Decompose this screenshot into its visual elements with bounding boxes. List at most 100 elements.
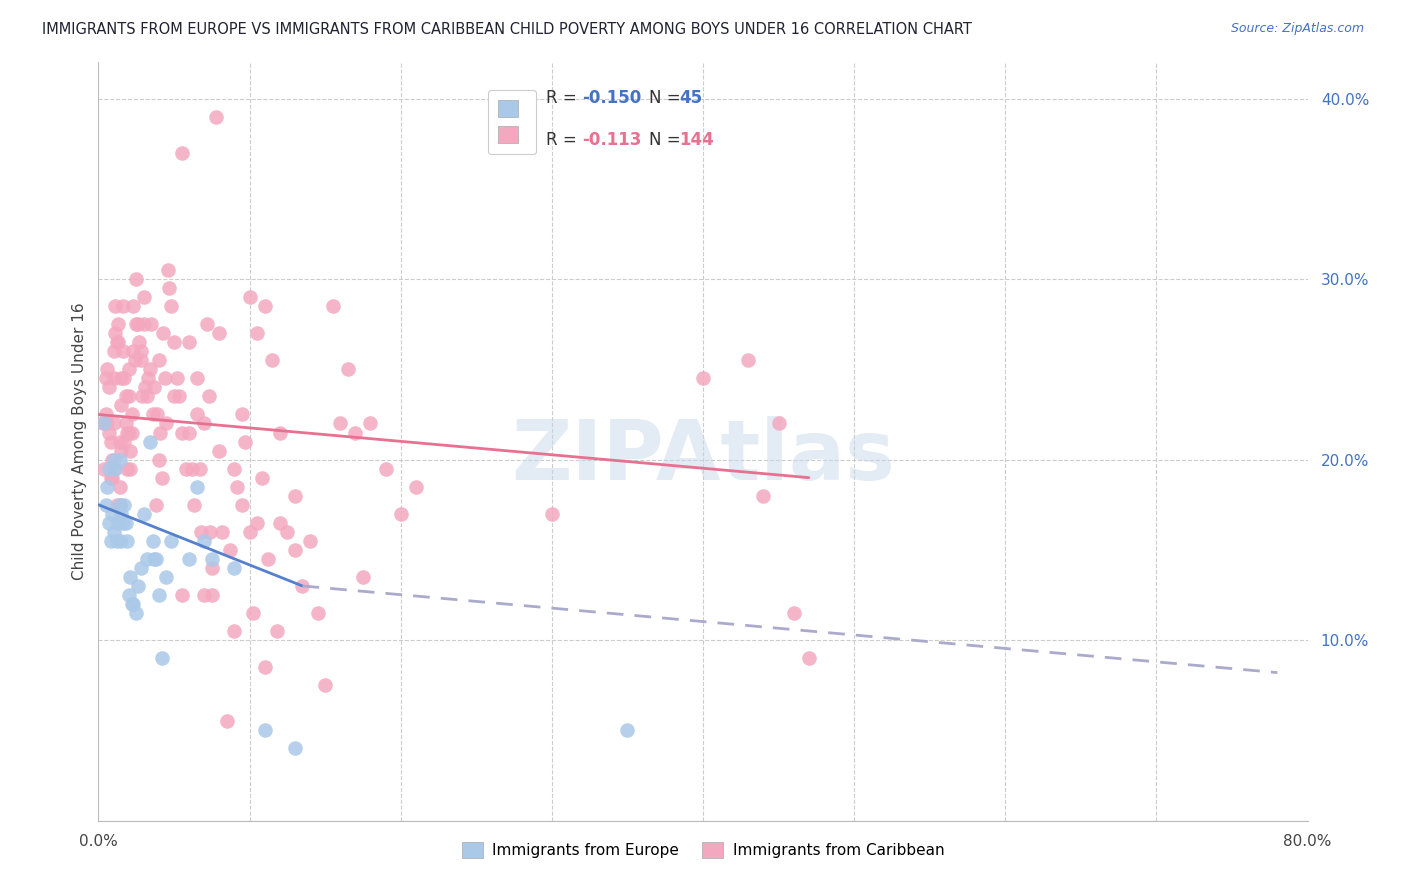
Point [360,417,382,431]
Point [150,470,173,484]
Point [108,498,131,512]
Point [246,326,269,341]
Point [329,417,352,431]
Point [107,317,129,331]
Point [145,552,167,566]
Point [108,498,131,512]
Point [100,533,122,548]
Point [150,651,173,665]
Point [179,552,201,566]
Point [201,561,224,575]
Point [208,443,231,458]
Point [224,624,246,639]
Point [201,588,224,602]
Point [211,524,233,539]
Point [103,371,125,385]
Point [314,678,336,692]
Point [253,299,276,313]
Text: -0.113: -0.113 [582,130,641,149]
Text: 144: 144 [679,130,714,149]
Point [374,461,396,475]
Point [616,723,638,738]
Point [112,434,135,449]
Point [98,461,121,475]
Point [146,408,169,422]
Point [336,362,359,376]
Point [111,299,134,313]
Point [129,353,152,368]
Point [104,461,127,475]
Point [233,434,256,449]
Point [299,533,322,548]
Point [101,470,124,484]
Point [122,299,145,313]
Point [174,461,197,475]
Point [129,344,152,359]
Point [276,524,298,539]
Point [120,570,142,584]
Point [145,498,167,512]
Point [752,489,775,503]
Point [103,344,125,359]
Point [125,317,148,331]
Point [105,533,128,548]
Point [121,597,143,611]
Point [125,606,148,620]
Point [183,498,205,512]
Point [118,588,141,602]
Point [231,498,253,512]
Point [239,524,262,539]
Point [344,425,367,440]
Point [132,290,155,304]
Point [692,371,714,385]
Point [186,408,208,422]
Point [115,461,138,475]
Point [262,353,284,368]
Point [101,507,124,521]
Point [797,651,820,665]
Point [250,470,273,484]
Point [352,570,374,584]
Point [226,480,249,494]
Point [108,480,131,494]
Point [101,452,124,467]
Point [100,470,122,484]
Point [135,552,157,566]
Point [114,389,136,403]
Point [96,417,118,431]
Text: 45: 45 [679,89,702,107]
Point [253,723,276,738]
Point [114,417,136,431]
Point [134,380,156,394]
Point [105,498,128,512]
Point [118,362,141,376]
Text: IMMIGRANTS FROM EUROPE VS IMMIGRANTS FROM CARIBBEAN CHILD POVERTY AMONG BOYS UND: IMMIGRANTS FROM EUROPE VS IMMIGRANTS FRO… [42,22,972,37]
Point [179,425,201,440]
Point [322,299,344,313]
Point [167,389,190,403]
Point [94,498,117,512]
Point [163,389,186,403]
Point [110,371,132,385]
Point [110,533,132,548]
Point [104,326,127,341]
Text: R =: R = [546,89,582,107]
Point [93,461,115,475]
Point [193,588,215,602]
Point [125,272,148,286]
Legend: Immigrants from Europe, Immigrants from Caribbean: Immigrants from Europe, Immigrants from … [454,835,952,866]
Point [120,443,142,458]
Point [127,317,149,331]
Point [540,507,562,521]
Point [269,425,291,440]
Point [107,516,129,530]
Point [143,552,166,566]
Point [159,281,181,295]
Point [98,425,121,440]
Point [208,326,231,341]
Point [163,335,186,350]
Point [132,317,155,331]
Point [103,524,125,539]
Point [148,452,170,467]
Text: Source: ZipAtlas.com: Source: ZipAtlas.com [1230,22,1364,36]
